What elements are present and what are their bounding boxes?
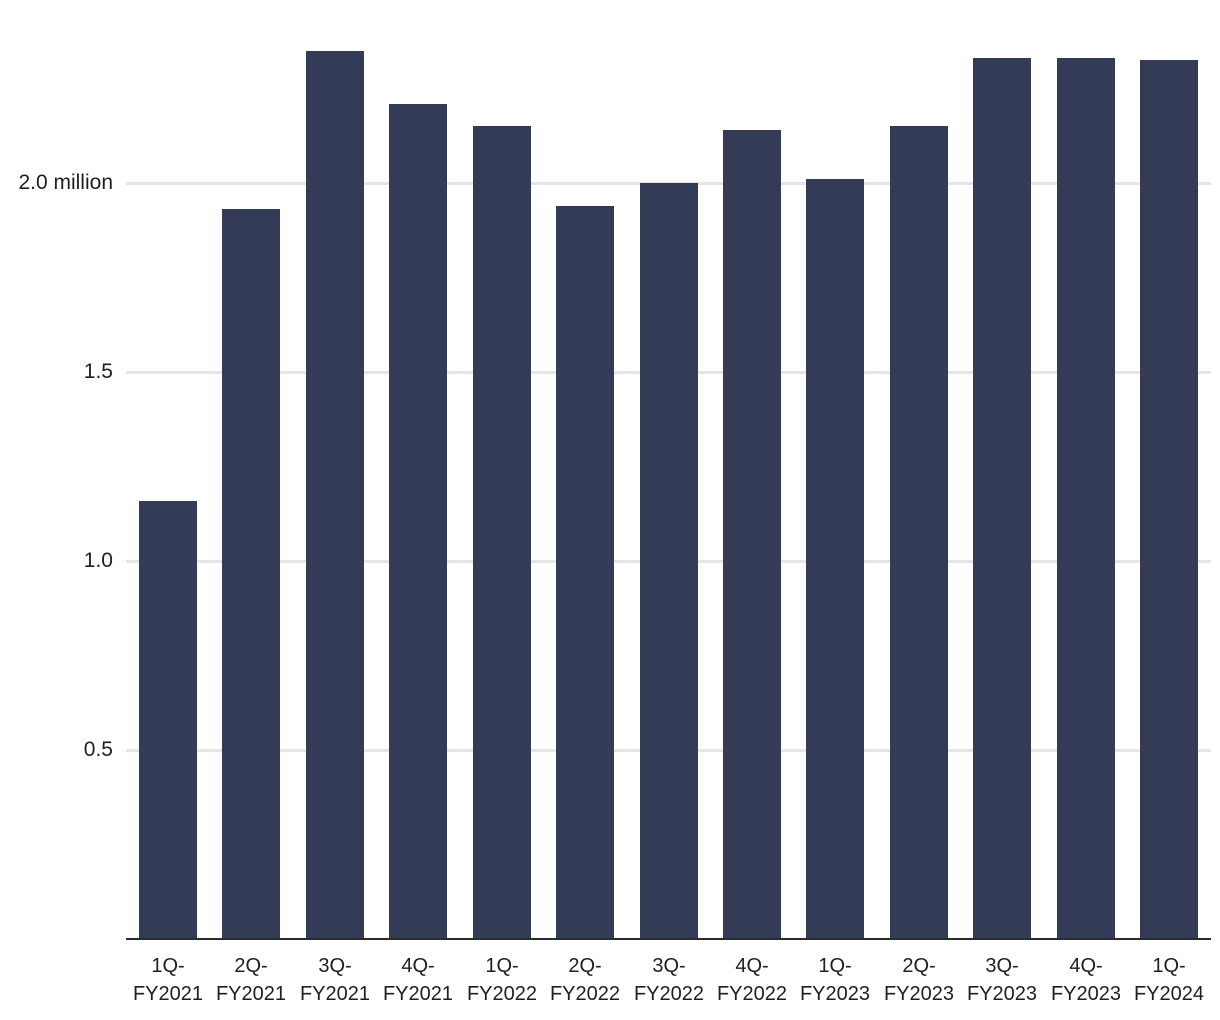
x-tick-line1: 4Q- bbox=[1069, 955, 1103, 977]
x-tick-label-1q-fy2022: 1Q- FY2022 bbox=[442, 952, 562, 1008]
bar-3q-fy2022 bbox=[640, 183, 698, 939]
x-axis-line bbox=[126, 938, 1211, 940]
x-tick-line2: FY2023 bbox=[883, 983, 955, 1005]
y-tick-label-1.5: 1.5 bbox=[83, 360, 113, 383]
x-tick-label-3q-fy2023: 3Q- FY2023 bbox=[942, 952, 1062, 1008]
x-tick-label-2q-fy2021: 2Q- FY2021 bbox=[191, 952, 311, 1008]
x-tick-label-4q-fy2022: 4Q- FY2022 bbox=[692, 952, 812, 1008]
bar-1q-fy2023 bbox=[806, 179, 864, 939]
bar-2q-fy2022 bbox=[556, 206, 614, 939]
x-tick-label-1q-fy2024: 1Q- FY2024 bbox=[1109, 952, 1220, 1008]
x-tick-line2: FY2022 bbox=[466, 983, 538, 1005]
x-tick-line2: FY2022 bbox=[716, 983, 788, 1005]
x-tick-label-3q-fy2021: 3Q- FY2021 bbox=[275, 952, 395, 1008]
x-tick-line1: 2Q- bbox=[234, 955, 268, 977]
x-tick-line1: 4Q- bbox=[735, 955, 769, 977]
x-tick-line1: 1Q- bbox=[1152, 955, 1186, 977]
x-tick-label-4q-fy2023: 4Q- FY2023 bbox=[1026, 952, 1146, 1008]
x-tick-line1: 1Q- bbox=[151, 955, 185, 977]
x-tick-line2: FY2023 bbox=[966, 983, 1038, 1005]
x-tick-label-1q-fy2023: 1Q- FY2023 bbox=[775, 952, 895, 1008]
x-tick-label-2q-fy2023: 2Q- FY2023 bbox=[859, 952, 979, 1008]
bar-1q-fy2021 bbox=[139, 501, 197, 939]
x-tick-line2: FY2021 bbox=[132, 983, 204, 1005]
bar-3q-fy2023 bbox=[973, 58, 1031, 939]
x-tick-label-3q-fy2022: 3Q- FY2022 bbox=[609, 952, 729, 1008]
y-tick-label-0.5: 0.5 bbox=[83, 738, 113, 761]
x-tick-line2: FY2022 bbox=[633, 983, 705, 1005]
x-tick-line1: 4Q- bbox=[401, 955, 435, 977]
y-tick-label-1: 1.0 bbox=[83, 549, 113, 572]
bar-2q-fy2021 bbox=[222, 209, 280, 939]
x-tick-line1: 3Q- bbox=[652, 955, 686, 977]
x-tick-line1: 3Q- bbox=[985, 955, 1019, 977]
bar-4q-fy2022 bbox=[723, 130, 781, 939]
bar-3q-fy2021 bbox=[306, 51, 364, 939]
x-tick-label-1q-fy2021: 1Q- FY2021 bbox=[108, 952, 228, 1008]
x-tick-line2: FY2023 bbox=[799, 983, 871, 1005]
x-tick-line1: 2Q- bbox=[902, 955, 936, 977]
x-tick-line1: 3Q- bbox=[318, 955, 352, 977]
x-tick-line2: FY2023 bbox=[1050, 983, 1122, 1005]
bar-4q-fy2023 bbox=[1057, 58, 1115, 939]
x-tick-line2: FY2021 bbox=[215, 983, 287, 1005]
x-tick-label-4q-fy2021: 4Q- FY2021 bbox=[358, 952, 478, 1008]
bar-2q-fy2023 bbox=[890, 126, 948, 939]
x-tick-label-2q-fy2022: 2Q- FY2022 bbox=[525, 952, 645, 1008]
x-tick-line1: 1Q- bbox=[485, 955, 519, 977]
x-tick-line2: FY2021 bbox=[299, 983, 371, 1005]
y-tick-label-2: 2.0 million bbox=[18, 171, 113, 194]
x-tick-line2: FY2021 bbox=[382, 983, 454, 1005]
bar-1q-fy2022 bbox=[473, 126, 531, 939]
bar-1q-fy2024 bbox=[1140, 60, 1198, 939]
x-tick-line1: 2Q- bbox=[568, 955, 602, 977]
bar-4q-fy2021 bbox=[389, 104, 447, 939]
x-tick-line1: 1Q- bbox=[818, 955, 852, 977]
x-tick-line2: FY2024 bbox=[1133, 983, 1205, 1005]
x-tick-line2: FY2022 bbox=[549, 983, 621, 1005]
